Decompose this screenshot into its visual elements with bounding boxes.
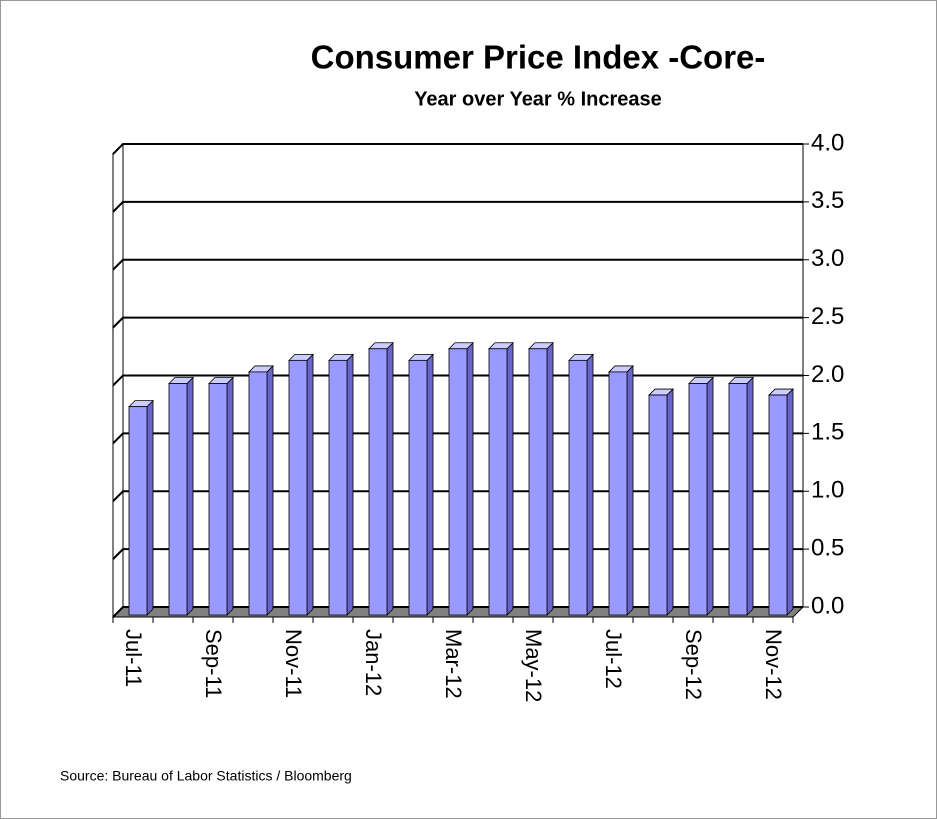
bar [528, 348, 548, 616]
y-tick-label: 2.0 [811, 361, 844, 388]
bar-side [426, 353, 434, 616]
bar [248, 371, 268, 616]
bar [768, 394, 788, 616]
bar-side [346, 353, 354, 616]
bar-side [466, 341, 474, 616]
x-tick-label: Sep-12 [681, 629, 706, 700]
bar [568, 359, 588, 616]
y-tick-label: 3.0 [811, 245, 844, 272]
chart-subtitle: Year over Year % Increase [414, 88, 662, 110]
bar [648, 394, 668, 616]
x-tick-label: Nov-12 [761, 629, 786, 700]
bar-side [306, 353, 314, 616]
bar [488, 348, 508, 616]
y-tick-label: 0.5 [811, 534, 844, 561]
bar-side [386, 341, 394, 616]
x-tick-label: May-12 [521, 629, 546, 702]
bar-side [186, 376, 194, 616]
y-tick-label: 1.0 [811, 477, 844, 504]
bar [168, 383, 188, 616]
bar [408, 359, 428, 616]
grid-line [112, 143, 803, 155]
bar [128, 406, 148, 616]
chart-title: Consumer Price Index -Core- [311, 39, 766, 76]
bar-side [506, 341, 514, 616]
bar-side [266, 364, 274, 616]
bar-side [586, 353, 594, 616]
bar [728, 383, 748, 616]
y-tick-label: 1.5 [811, 419, 844, 446]
x-tick-label: Jul-11 [121, 629, 146, 687]
source-note: Source: Bureau of Labor Statistics / Blo… [60, 768, 352, 784]
y-tick-label: 2.5 [811, 303, 844, 330]
x-tick-label: Sep-11 [201, 629, 226, 698]
y-tick-label: 4.0 [811, 129, 844, 156]
bar [328, 359, 348, 616]
bar [288, 359, 308, 616]
bar [688, 383, 708, 616]
x-tick-label: Jan-12 [361, 629, 386, 696]
bar [608, 371, 628, 616]
bar [208, 383, 228, 616]
bar-side [666, 388, 674, 616]
grid-line [112, 200, 803, 213]
x-tick-label: Mar-12 [441, 629, 466, 699]
y-tick-label: 3.5 [811, 187, 844, 214]
y-tick-label: 0.0 [811, 592, 844, 619]
bar-side [746, 376, 754, 616]
grid-line [112, 258, 803, 271]
x-tick-label: Nov-11 [281, 629, 306, 698]
x-tick-label: Jul-12 [601, 629, 626, 689]
bar-side [226, 376, 234, 616]
bar-side [146, 399, 154, 616]
bar [448, 348, 468, 616]
bar-side [546, 341, 554, 616]
bar-side [786, 388, 794, 616]
grid-line [112, 316, 803, 329]
bar-side [626, 364, 634, 616]
bar [368, 348, 388, 616]
bar-side [706, 376, 714, 616]
